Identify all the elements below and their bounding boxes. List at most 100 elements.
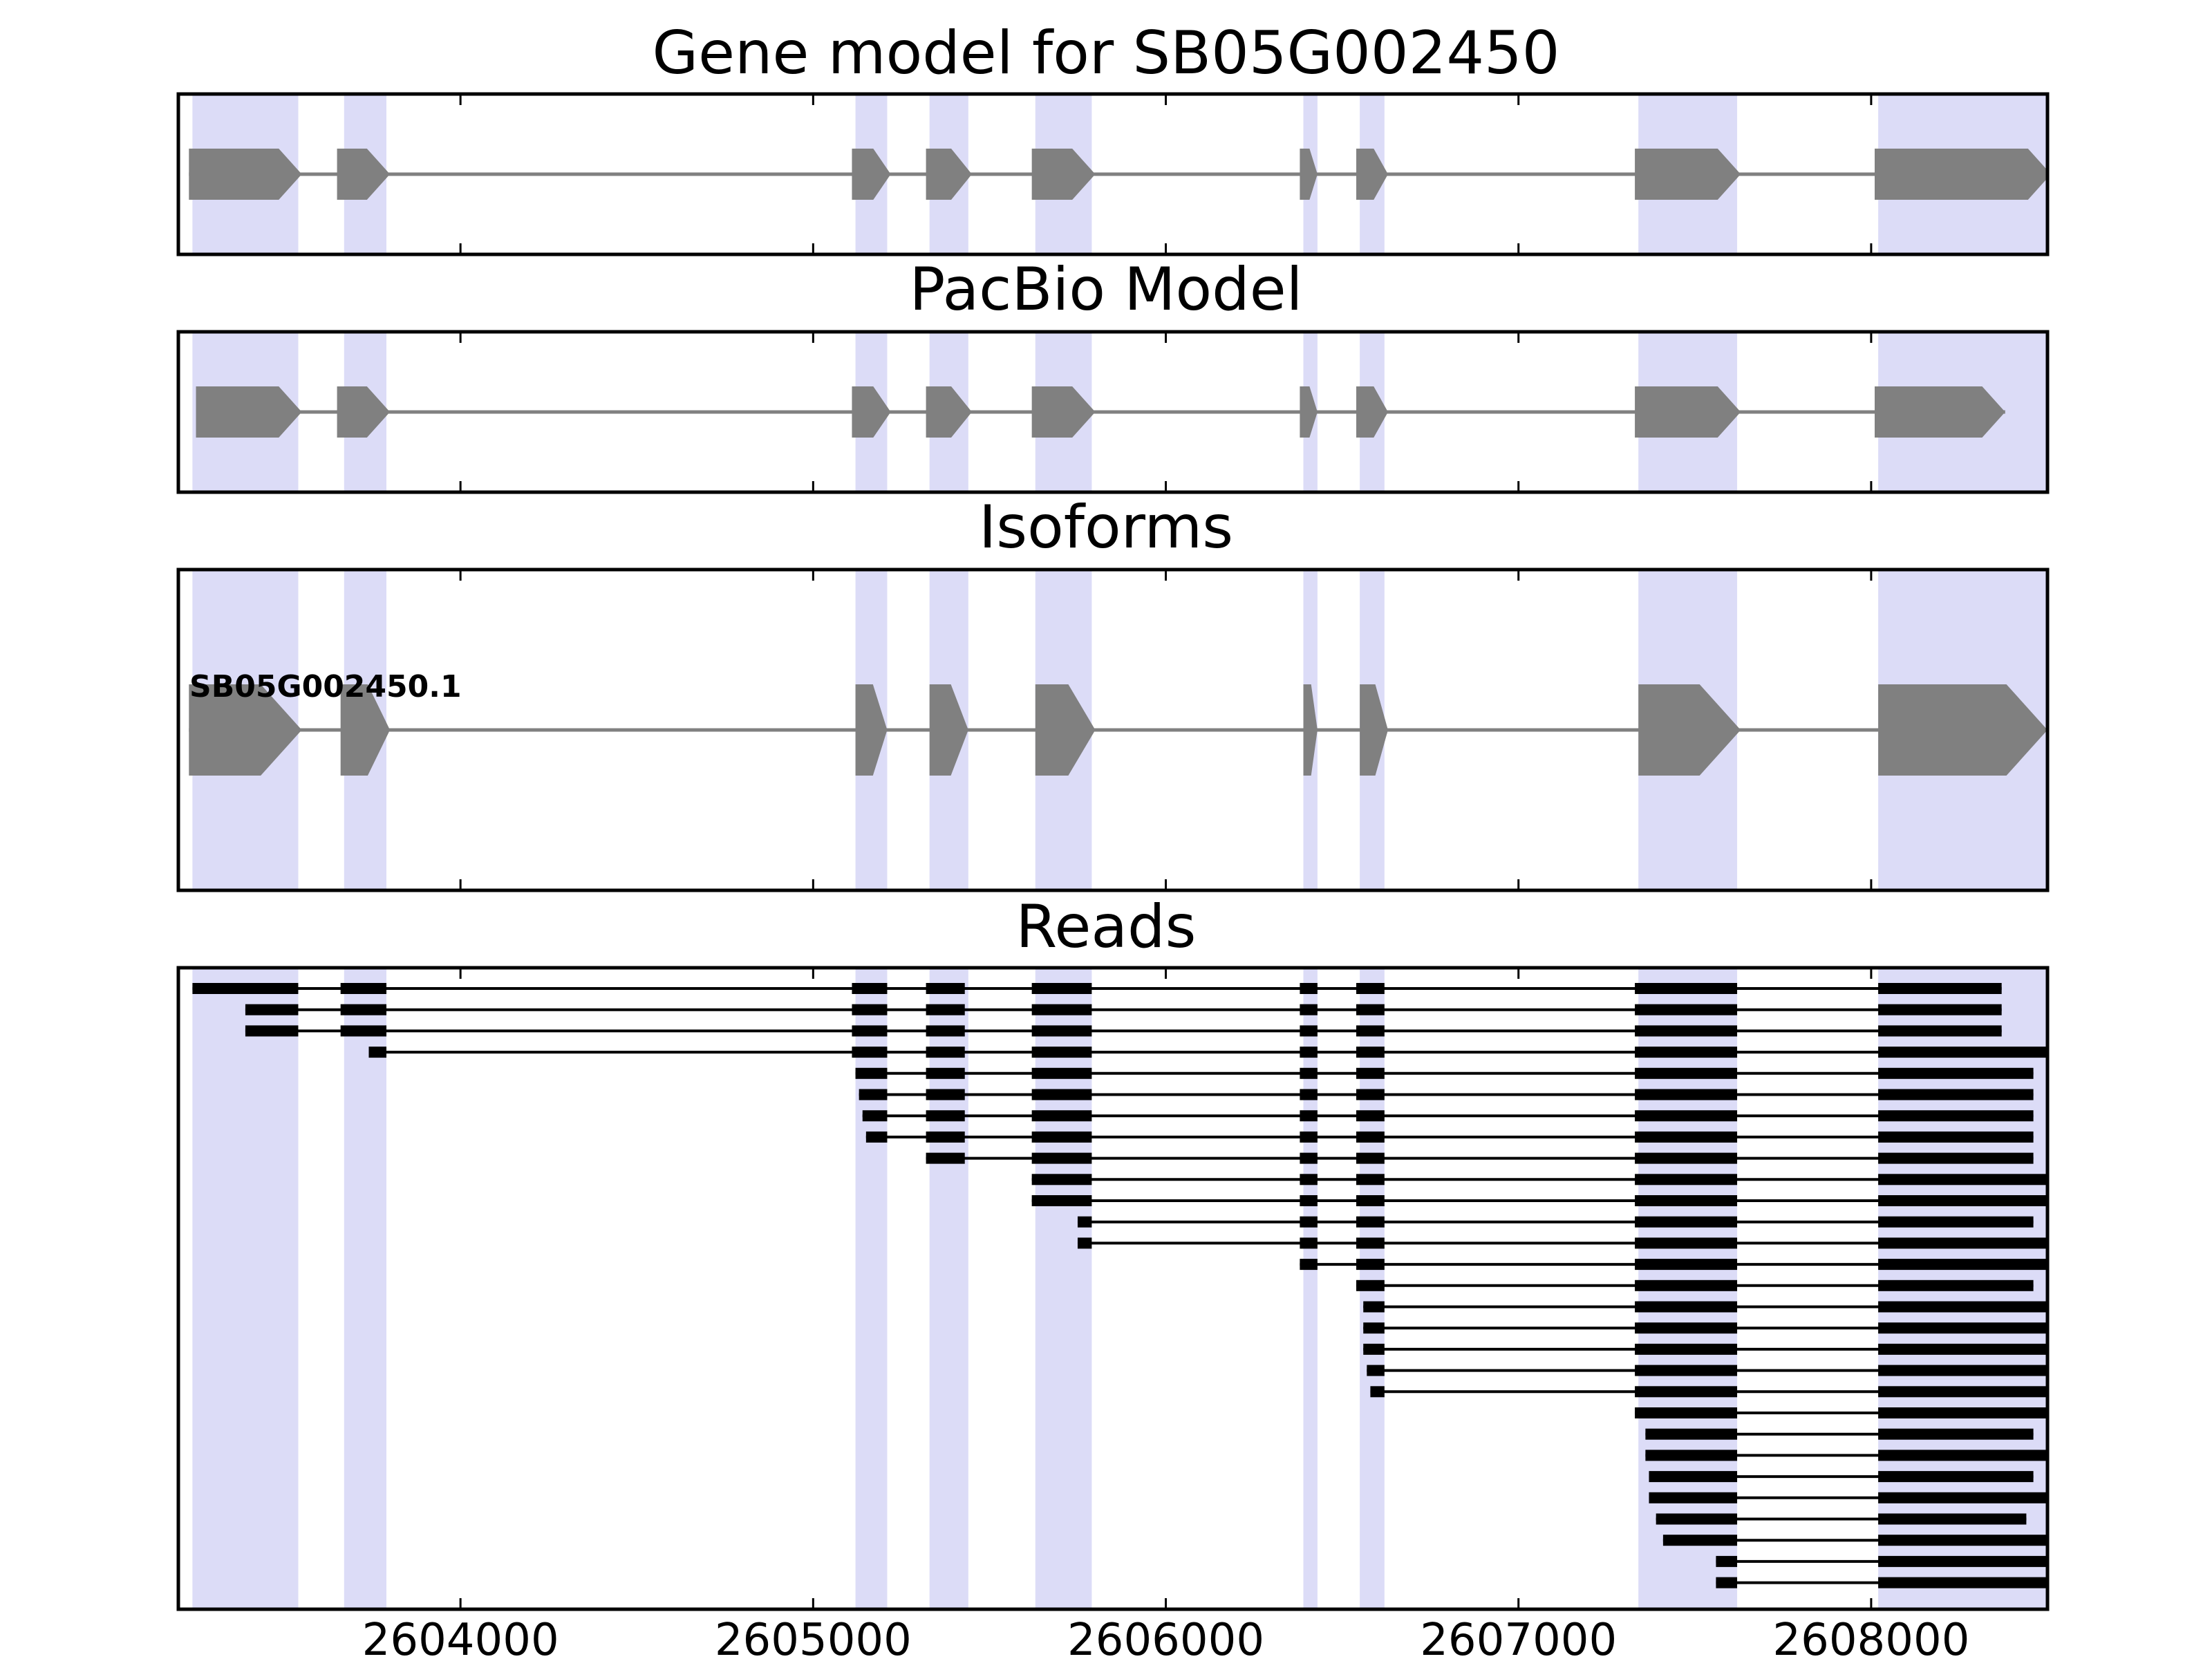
highlight-region [1035,968,1092,1609]
exon-block [1356,386,1388,438]
read-block [1635,1067,1738,1079]
read-block [1031,1195,1092,1206]
read-block [340,1004,387,1015]
read-block [1878,1280,2034,1291]
read-block [1635,983,1738,994]
read-block [245,1025,299,1037]
read-block [1878,1386,2047,1398]
read-block [340,1025,387,1037]
panel-4: Reads 2604000 2605000 2606000 2607000 2608000 [176,892,2050,1659]
read-block [862,1110,888,1122]
read-block [1031,1089,1092,1100]
exon-block [855,684,888,776]
read-block [1635,1004,1738,1015]
read-block [1878,1174,2047,1185]
read-block [1878,1301,2047,1313]
read-block [1635,1110,1738,1122]
read-block [245,1004,299,1015]
read-block [1031,1152,1092,1164]
panel-title: Gene model for SB05G002450 [653,19,1560,88]
x-tick-label: 2606000 [1067,1615,1264,1659]
read-block [1300,1004,1318,1015]
read-block [1356,1174,1385,1185]
read-block [1878,1259,2047,1271]
panel-frame [176,966,2050,1611]
read-block [1878,1407,2047,1418]
read-block [1878,1195,2047,1206]
read-block [1300,1216,1318,1228]
exon-block [1875,149,2047,200]
read-block [1300,1259,1318,1271]
read-block [1356,1216,1385,1228]
panel-plot-area [189,94,2047,254]
read-block [1878,1577,2047,1588]
read-block [368,1047,387,1058]
read-block [1356,1110,1385,1122]
read-block [1878,1322,2047,1334]
read-block [1878,1428,2034,1440]
read-block [926,1089,965,1100]
exon-block [337,386,391,438]
panel-3: Isoforms SB05G002450.1 [176,493,2050,892]
read-block [1031,1004,1092,1015]
exon-block [1635,386,1741,438]
exon-block [1360,684,1388,776]
exon-block [189,684,302,776]
read-block [1878,1450,2047,1461]
exon-block [1035,684,1096,776]
read-block [1300,1237,1318,1249]
read-block [1356,983,1385,994]
panel-plot-area [189,570,2047,890]
panel-plot-area [192,332,2047,492]
read-block [1635,1237,1738,1249]
read-block [1300,1067,1318,1079]
read-block [1878,1025,2002,1037]
read-block [340,983,387,994]
exon-block [196,386,302,438]
exon-block [852,386,891,438]
read-block [926,1004,965,1015]
read-block [926,1131,965,1143]
read-block [192,983,299,994]
read-block [1356,1067,1385,1079]
read-block [1878,1513,2027,1525]
read-block [1656,1513,1738,1525]
exon-block [1638,684,1741,776]
read-block [1878,1237,2047,1249]
exon-block [926,386,972,438]
highlight-region [929,968,968,1609]
read-block [1635,1195,1738,1206]
read-block [1031,1174,1092,1185]
read-block [926,1110,965,1122]
read-block [1635,1216,1738,1228]
exon-block [1300,149,1318,200]
x-tick-label: 2605000 [715,1615,912,1659]
read-block [1635,1152,1738,1164]
read-block [1878,1089,2034,1100]
highlight-region [344,968,387,1609]
read-block [1635,1343,1738,1355]
read-block [1031,1067,1092,1079]
exon-block [1303,684,1318,776]
read-block [1356,1152,1385,1164]
read-block [1635,1280,1738,1291]
read-block [1878,1365,2047,1376]
read-block [852,983,888,994]
read-block [1031,1131,1092,1143]
read-block [1031,983,1092,994]
panel-title: Isoforms [979,493,1233,562]
read-block [1645,1428,1738,1440]
read-block [1363,1301,1385,1313]
read-block [1363,1322,1385,1334]
read-block [1878,1131,2034,1143]
read-block [1635,1365,1738,1376]
read-block [1645,1450,1738,1461]
read-block [1635,1301,1738,1313]
read-block [1077,1237,1092,1249]
panel-frame [176,568,2050,892]
read-block [1635,1131,1738,1143]
panel-title: PacBio Model [909,255,1302,324]
read-block [1077,1216,1092,1228]
read-block [865,1131,888,1143]
